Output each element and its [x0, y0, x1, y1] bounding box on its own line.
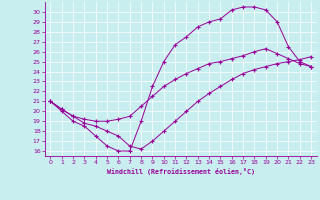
X-axis label: Windchill (Refroidissement éolien,°C): Windchill (Refroidissement éolien,°C) [107, 168, 255, 175]
